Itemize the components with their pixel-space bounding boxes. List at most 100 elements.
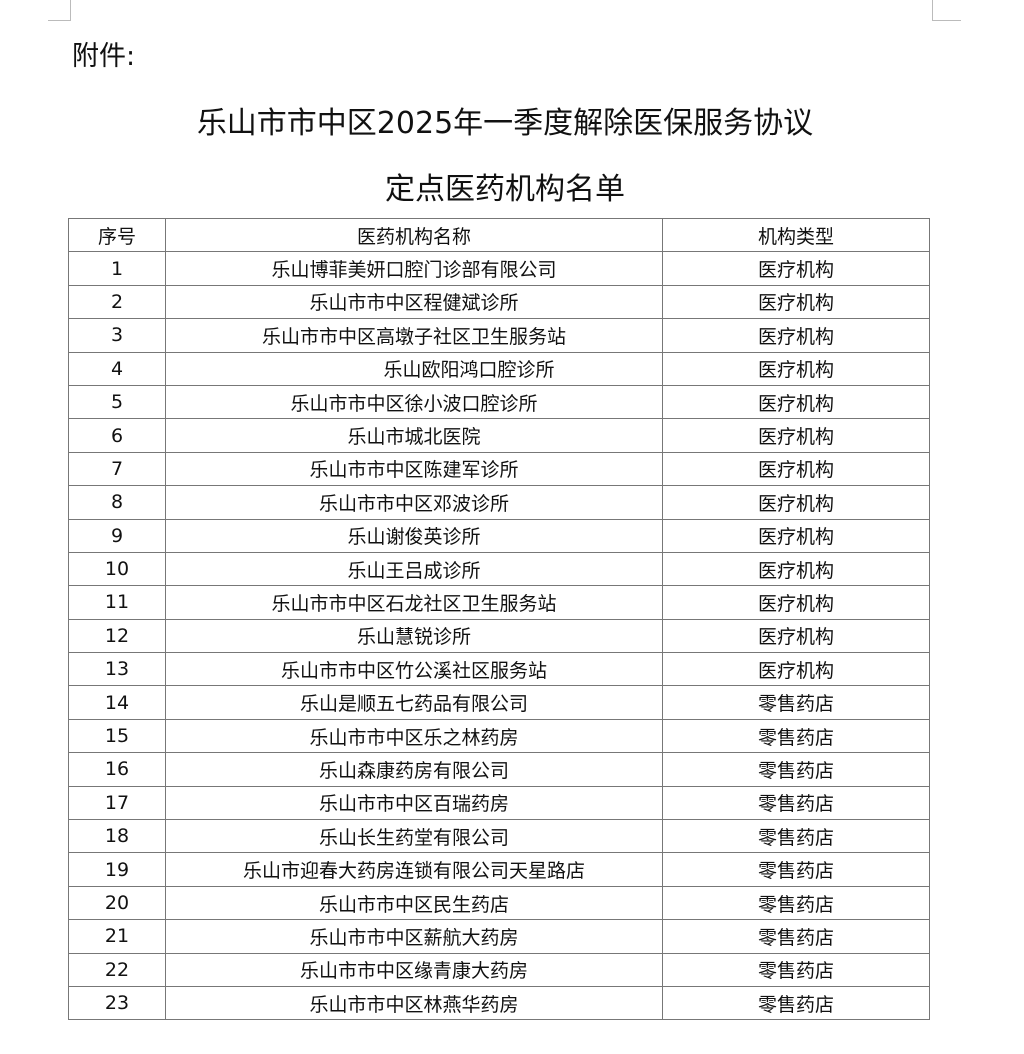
cell-name: 乐山市市中区程健斌诊所 [165,284,663,320]
cell-name: 乐山市市中区邓波诊所 [165,485,663,520]
table-row: 4 乐山欧阳鸿口腔诊所 医疗机构 [68,351,930,386]
cell-name: 乐山慧锐诊所 [165,618,663,654]
cell-type: 零售药店 [662,785,930,821]
attachment-label: 附件: [72,41,136,72]
table-row: 23 乐山市市中区林燕华药房 零售药店 [68,985,930,1021]
cell-name: 乐山市迎春大药房连锁有限公司天星路店 [165,852,663,887]
cell-index: 10 [68,551,166,587]
cell-index: 8 [68,485,166,520]
cell-name: 乐山市市中区高墩子社区卫生服务站 [165,318,663,353]
crop-mark-left-h [48,20,71,21]
table-row: 1 乐山博菲美妍口腔门诊部有限公司 医疗机构 [68,251,930,286]
cell-index: 14 [68,685,166,720]
cell-index: 22 [68,952,166,987]
cell-index: 11 [68,585,166,620]
crop-mark-left-v [70,0,71,21]
cell-type: 零售药店 [662,718,930,754]
cell-type: 医疗机构 [662,251,930,286]
cell-name: 乐山博菲美妍口腔门诊部有限公司 [165,251,663,286]
table-row: 18 乐山长生药堂有限公司 零售药店 [68,819,930,854]
table-row: 22 乐山市市中区缘青康大药房 零售药店 [68,952,930,987]
table-row: 12 乐山慧锐诊所 医疗机构 [68,618,930,654]
cell-type: 零售药店 [662,885,930,921]
table-row: 17 乐山市市中区百瑞药房 零售药店 [68,785,930,821]
header-index: 序号 [68,217,166,253]
cell-type: 医疗机构 [662,585,930,620]
cell-type: 零售药店 [662,919,930,954]
cell-type: 零售药店 [662,852,930,887]
cell-name: 乐山市城北医院 [165,418,663,453]
cell-index: 4 [68,351,166,386]
cell-name: 乐山市市中区石龙社区卫生服务站 [165,585,663,620]
crop-mark-right-h [932,20,961,21]
table-row: 9 乐山谢俊英诊所 医疗机构 [68,518,930,553]
cell-index: 17 [68,785,166,821]
cell-type: 医疗机构 [662,551,930,587]
cell-type: 零售药店 [662,685,930,720]
table-row: 3 乐山市市中区高墩子社区卫生服务站 医疗机构 [68,318,930,353]
cell-index: 9 [68,518,166,553]
cell-index: 1 [68,251,166,286]
cell-type: 零售药店 [662,819,930,854]
table-row: 7 乐山市市中区陈建军诊所 医疗机构 [68,451,930,487]
document-title-line2: 定点医药机构名单 [385,172,625,207]
cell-type: 零售药店 [662,752,930,787]
cell-index: 2 [68,284,166,320]
table-row: 10 乐山王吕成诊所 医疗机构 [68,551,930,587]
cell-type: 医疗机构 [662,351,930,386]
cell-name: 乐山是顺五七药品有限公司 [165,685,663,720]
crop-mark-right-v [932,0,933,21]
cell-type: 医疗机构 [662,418,930,453]
cell-index: 16 [68,752,166,787]
cell-name: 乐山谢俊英诊所 [165,518,663,553]
cell-index: 15 [68,718,166,754]
cell-index: 21 [68,919,166,954]
header-name: 医药机构名称 [165,217,663,253]
cell-index: 12 [68,618,166,654]
cell-index: 6 [68,418,166,453]
cell-type: 医疗机构 [662,618,930,654]
cell-type: 医疗机构 [662,485,930,520]
cell-name: 乐山市市中区竹公溪社区服务站 [165,652,663,687]
table-row: 21 乐山市市中区薪航大药房 零售药店 [68,919,930,954]
cell-type: 医疗机构 [662,652,930,687]
institution-table: 序号 医药机构名称 机构类型 1 乐山博菲美妍口腔门诊部有限公司 医疗机构 2 乐山市市… [68,217,930,1021]
table-row: 11 乐山市市中区石龙社区卫生服务站 医疗机构 [68,585,930,620]
cell-name: 乐山市市中区林燕华药房 [165,985,663,1021]
table-row: 14 乐山是顺五七药品有限公司 零售药店 [68,685,930,720]
cell-type: 零售药店 [662,985,930,1021]
table-row: 16 乐山森康药房有限公司 零售药店 [68,752,930,787]
table-row: 13 乐山市市中区竹公溪社区服务站 医疗机构 [68,652,930,687]
cell-name: 乐山市市中区缘青康大药房 [165,952,663,987]
cell-type: 医疗机构 [662,284,930,320]
cell-type: 医疗机构 [662,518,930,553]
table-row: 6 乐山市城北医院 医疗机构 [68,418,930,453]
header-type: 机构类型 [662,217,930,253]
cell-index: 7 [68,451,166,487]
cell-index: 13 [68,652,166,687]
cell-name: 乐山森康药房有限公司 [165,752,663,787]
cell-name: 乐山欧阳鸿口腔诊所 [165,351,663,386]
document-title-line1: 乐山市市中区2025年一季度解除医保服务协议 [196,106,814,141]
table-row: 19 乐山市迎春大药房连锁有限公司天星路店 零售药店 [68,852,930,887]
cell-type: 医疗机构 [662,451,930,487]
cell-name: 乐山市市中区薪航大药房 [165,919,663,954]
cell-index: 5 [68,384,166,420]
cell-name: 乐山市市中区民生药店 [165,885,663,921]
table-row: 2 乐山市市中区程健斌诊所 医疗机构 [68,284,930,320]
cell-type: 医疗机构 [662,318,930,353]
cell-name: 乐山市市中区乐之林药房 [165,718,663,754]
table-row: 20 乐山市市中区民生药店 零售药店 [68,885,930,921]
table-row: 8 乐山市市中区邓波诊所 医疗机构 [68,485,930,520]
table-row: 5 乐山市市中区徐小波口腔诊所 医疗机构 [68,384,930,420]
cell-type: 零售药店 [662,952,930,987]
cell-index: 20 [68,885,166,921]
cell-index: 23 [68,985,166,1021]
cell-name: 乐山王吕成诊所 [165,551,663,587]
cell-name: 乐山长生药堂有限公司 [165,819,663,854]
cell-name: 乐山市市中区徐小波口腔诊所 [165,384,663,420]
cell-type: 医疗机构 [662,384,930,420]
cell-index: 18 [68,819,166,854]
table-header-row: 序号 医药机构名称 机构类型 [68,217,930,253]
table-row: 15 乐山市市中区乐之林药房 零售药店 [68,718,930,754]
